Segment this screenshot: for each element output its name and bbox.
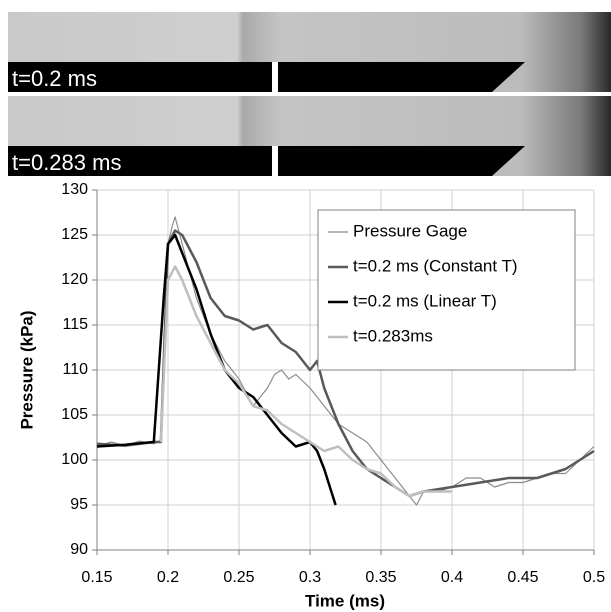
- x-tick-label: 0.45: [507, 569, 538, 586]
- legend-label: t=0.2 ms (Linear T): [353, 291, 497, 310]
- legend-label: t=0.283ms: [353, 326, 433, 345]
- y-tick-label: 130: [61, 181, 88, 198]
- image-label: t=0.2 ms: [12, 66, 97, 91]
- y-tick-label: 105: [61, 406, 88, 423]
- x-tick-label: 0.2: [157, 569, 179, 586]
- legend-label: Pressure Gage: [353, 221, 467, 240]
- series-line: [96, 233, 337, 506]
- image-strip: t=0.283 ms: [8, 96, 611, 176]
- image-strip: t=0.2 ms: [8, 12, 611, 92]
- x-tick-label: 0.15: [81, 569, 112, 586]
- x-tick-label: 0.4: [441, 569, 463, 586]
- legend-label: t=0.2 ms (Constant T): [353, 256, 518, 275]
- y-tick-label: 125: [61, 226, 88, 243]
- y-tick-label: 90: [70, 541, 88, 558]
- series-line: [159, 265, 452, 498]
- x-tick-label: 0.35: [365, 569, 396, 586]
- y-tick-label: 120: [61, 271, 88, 288]
- x-tick-label: 0.3: [299, 569, 321, 586]
- y-tick-label: 115: [62, 316, 88, 333]
- y-axis-title: Pressure (kPa): [17, 310, 36, 429]
- x-tick-label: 0.5: [583, 569, 605, 586]
- x-axis-title: Time (ms): [305, 591, 385, 610]
- image-label: t=0.283 ms: [12, 150, 121, 175]
- legend-box: [317, 209, 576, 371]
- plot: 90 95 100 105 110 115 120 125 130 0.15 0.2 0.25 0.3 0…: [61, 181, 605, 586]
- y-tick-label: 95: [70, 496, 88, 513]
- y-tick-label: 100: [61, 451, 88, 468]
- series-line: [96, 229, 595, 498]
- x-tick-label: 0.25: [223, 569, 254, 586]
- y-tick-label: 110: [62, 361, 88, 378]
